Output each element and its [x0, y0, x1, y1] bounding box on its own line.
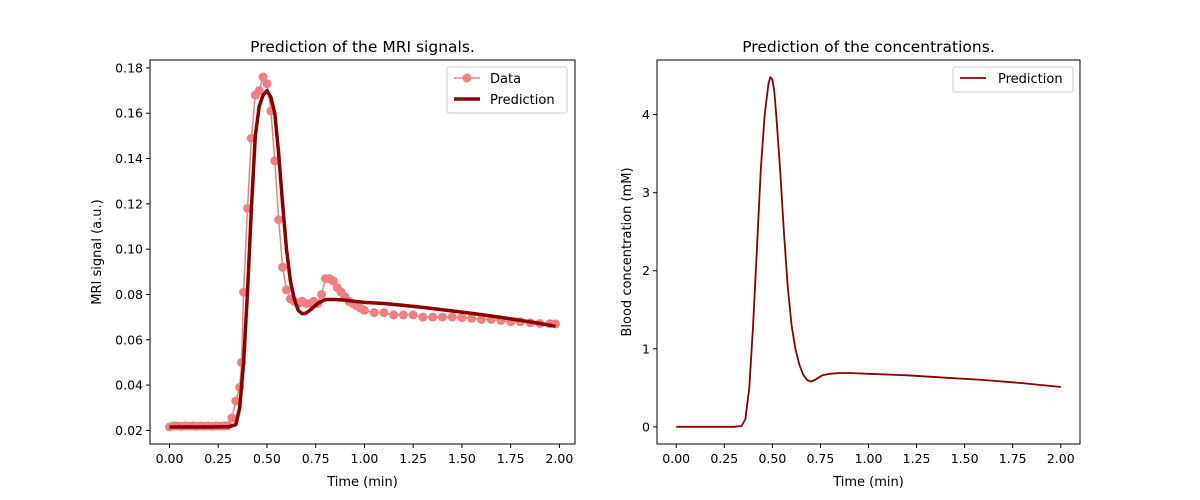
- mri-xtick-label: 1.00: [351, 451, 379, 466]
- mri-legend-data-marker: [462, 73, 472, 83]
- mri-series-data-point: [227, 413, 237, 423]
- mri-series-data-point: [437, 312, 447, 322]
- mri-chart-title: Prediction of the MRI signals.: [250, 38, 475, 56]
- mri-series-data-point: [428, 312, 438, 322]
- mri-plot-area: [150, 60, 575, 444]
- conc-xtick-label: 0.00: [662, 451, 690, 466]
- conc-xticks: 0.00 0.25 0.50 0.75 1.00 1.25 1.50 1.75 2.00: [662, 444, 1075, 466]
- mri-yticks: 0.02 0.04 0.06 0.08 0.10 0.12 0.14 0.16 0.18: [115, 60, 150, 438]
- mri-legend-prediction-label: Prediction: [490, 93, 555, 108]
- conc-ytick-label: 0: [642, 419, 650, 434]
- conc-plot-area: [657, 60, 1080, 444]
- mri-xtick-label: 1.25: [399, 451, 427, 466]
- conc-xtick-label: 2.00: [1047, 451, 1075, 466]
- mri-xtick-label: 2.00: [545, 451, 573, 466]
- conc-xtick-label: 0.50: [758, 451, 786, 466]
- conc-legend-prediction-label: Prediction: [998, 72, 1063, 87]
- concentration-chart: 0.00 0.25 0.50 0.75 1.00 1.25 1.50 1.75 2.00 0 1 2…: [620, 38, 1081, 490]
- mri-ytick-label: 0.04: [115, 378, 143, 393]
- mri-series-data-point: [398, 310, 408, 320]
- mri-series-data-point: [389, 310, 399, 320]
- mri-series-data-point: [408, 310, 418, 320]
- mri-series-data-point: [231, 396, 241, 406]
- mri-series-data-point: [457, 313, 467, 323]
- mri-series-data-point: [476, 314, 486, 324]
- mri-series-data-point: [369, 308, 379, 318]
- conc-y-axis-label: Blood concentration (mM): [620, 167, 635, 336]
- conc-xtick-label: 1.00: [855, 451, 883, 466]
- mri-series-data-point: [379, 308, 389, 318]
- mri-legend: Data Prediction: [446, 66, 568, 114]
- conc-series-layer: [676, 76, 1061, 428]
- mri-series-data-point: [447, 312, 457, 322]
- mri-series-data-point: [467, 313, 477, 323]
- mri-series-data-point: [328, 276, 338, 286]
- mri-axes-frame: [149, 59, 576, 445]
- mri-xtick-label: 1.50: [448, 451, 476, 466]
- conc-x-axis-label: Time (min): [832, 475, 904, 490]
- mri-ytick-label: 0.10: [115, 242, 143, 257]
- mri-ytick-label: 0.12: [115, 196, 143, 211]
- mri-series-prediction-line: [169, 88, 556, 429]
- mri-xtick-label: 1.75: [497, 451, 525, 466]
- mri-series-data-point: [359, 305, 369, 315]
- conc-ytick-label: 2: [642, 263, 650, 278]
- mri-xtick-label: 0.75: [302, 451, 330, 466]
- conc-ytick-label: 4: [642, 107, 650, 122]
- mri-series-data-point: [254, 86, 264, 96]
- mri-series-data-point: [258, 72, 268, 82]
- mri-x-axis-label: Time (min): [326, 475, 398, 490]
- mri-ytick-label: 0.06: [115, 332, 143, 347]
- mri-signal-chart: 0.00 0.25 0.50 0.75 1.00 1.25 1.50 1.75 2.00 0.0…: [90, 38, 576, 490]
- mri-ytick-label: 0.18: [115, 60, 143, 75]
- mri-xtick-label: 0.00: [156, 451, 184, 466]
- mri-xtick-label: 0.50: [253, 451, 281, 466]
- mri-series-data-point: [278, 262, 288, 272]
- mri-ytick-label: 0.02: [115, 423, 143, 438]
- mri-series-data-point: [317, 290, 327, 299]
- mri-xticks: 0.00 0.25 0.50 0.75 1.00 1.25 1.50 1.75 2.00: [156, 444, 573, 466]
- conc-axes-frame: [656, 59, 1081, 445]
- mri-ytick-label: 0.14: [115, 151, 143, 166]
- conc-yticks: 0 1 2 3 4: [642, 107, 657, 434]
- mri-y-axis-label: MRI signal (a.u.): [90, 199, 105, 304]
- conc-legend: Prediction: [952, 66, 1074, 93]
- conc-chart-title: Prediction of the concentrations.: [742, 38, 995, 56]
- conc-xtick-label: 0.75: [807, 451, 835, 466]
- mri-series-data-point: [418, 312, 428, 322]
- conc-xtick-label: 0.25: [710, 451, 738, 466]
- conc-series-prediction-line: [676, 76, 1061, 428]
- mri-series-data-point: [282, 285, 291, 295]
- conc-xtick-label: 1.25: [903, 451, 931, 466]
- mri-series-data-point: [274, 215, 284, 225]
- mri-series-layer: [165, 72, 560, 432]
- mri-series-data-point: [262, 79, 272, 89]
- conc-ytick-label: 1: [642, 341, 650, 356]
- mri-xtick-label: 0.25: [204, 451, 232, 466]
- mri-ytick-label: 0.16: [115, 106, 143, 121]
- conc-xtick-label: 1.50: [951, 451, 979, 466]
- conc-legend-box: [952, 66, 1074, 93]
- mri-series-data-point: [270, 156, 280, 166]
- conc-ytick-label: 3: [642, 185, 650, 200]
- mri-legend-data-label: Data: [490, 72, 521, 87]
- conc-xtick-label: 1.75: [999, 451, 1027, 466]
- mri-ytick-label: 0.08: [115, 287, 143, 302]
